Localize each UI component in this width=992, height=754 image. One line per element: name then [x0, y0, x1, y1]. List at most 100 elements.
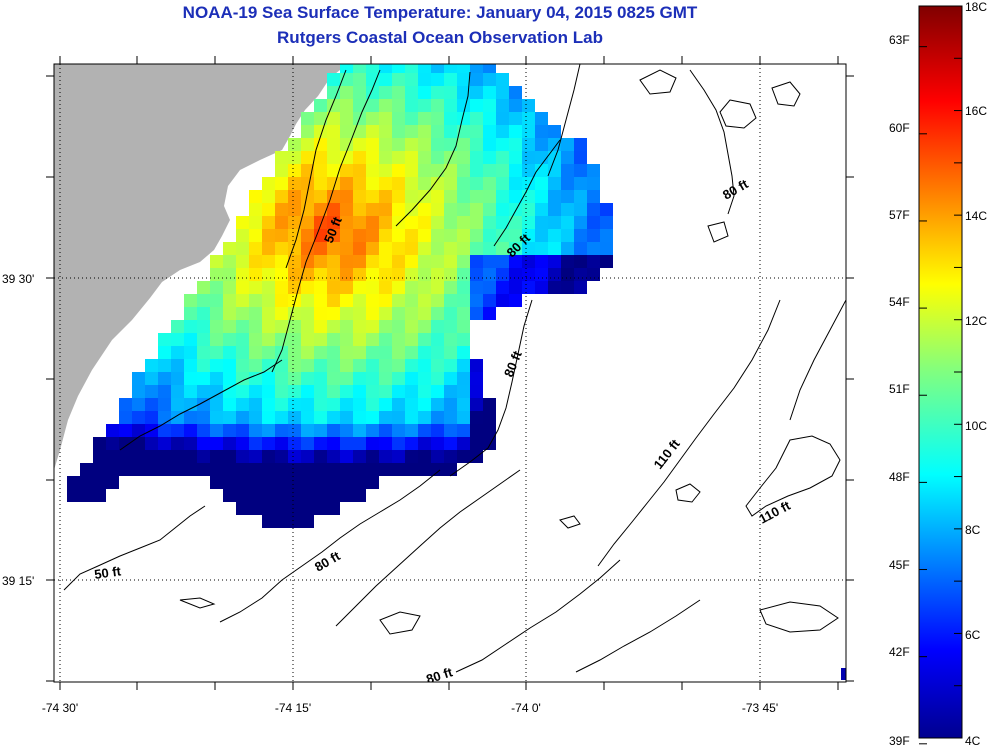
- sst-pixel: [366, 138, 379, 151]
- sst-pixel: [353, 450, 366, 463]
- sst-pixel: [431, 203, 444, 216]
- sst-pixel: [418, 437, 431, 450]
- sst-pixel: [483, 216, 496, 229]
- sst-pixel: [444, 346, 457, 359]
- sst-pixel: [509, 229, 522, 242]
- sst-pixel: [288, 333, 301, 346]
- sst-pixel: [184, 463, 197, 476]
- sst-pixel: [353, 242, 366, 255]
- sst-pixel: [262, 489, 275, 502]
- sst-pixel: [327, 346, 340, 359]
- sst-pixel: [574, 190, 587, 203]
- sst-pixel: [379, 333, 392, 346]
- sst-pixel: [314, 164, 327, 177]
- plot-frame: [53, 63, 847, 683]
- sst-pixel: [80, 463, 93, 476]
- sst-pixel: [223, 463, 236, 476]
- sst-pixel: [236, 372, 249, 385]
- sst-pixel: [483, 242, 496, 255]
- sst-pixel: [106, 424, 119, 437]
- sst-pixel: [145, 385, 158, 398]
- sst-pixel: [262, 307, 275, 320]
- sst-pixel: [405, 177, 418, 190]
- sst-pixel: [431, 229, 444, 242]
- sst-pixel: [587, 255, 600, 268]
- sst-pixel: [483, 398, 496, 411]
- sst-pixel: [340, 346, 353, 359]
- sst-pixel: [470, 242, 483, 255]
- sst-pixel: [431, 138, 444, 151]
- sst-pixel: [223, 424, 236, 437]
- sst-pixel: [457, 86, 470, 99]
- sst-pixel: [444, 307, 457, 320]
- sst-pixel: [574, 164, 587, 177]
- sst-pixel: [301, 476, 314, 489]
- sst-pixel: [509, 138, 522, 151]
- sst-pixel: [457, 346, 470, 359]
- sst-pixel: [379, 216, 392, 229]
- sst-pixel: [275, 411, 288, 424]
- sst-pixel: [340, 320, 353, 333]
- sst-pixel: [197, 333, 210, 346]
- sst-pixel: [301, 385, 314, 398]
- sst-pixel: [353, 151, 366, 164]
- sst-pixel: [444, 177, 457, 190]
- sst-pixel: [223, 372, 236, 385]
- sst-pixel: [431, 307, 444, 320]
- sst-pixel: [171, 424, 184, 437]
- sst-pixel: [184, 437, 197, 450]
- sst-pixel: [262, 411, 275, 424]
- sst-pixel: [483, 125, 496, 138]
- sst-pixel: [431, 450, 444, 463]
- sst-pixel: [327, 216, 340, 229]
- sst-pixel: [431, 151, 444, 164]
- sst-pixel: [405, 64, 418, 73]
- sst-pixel: [509, 203, 522, 216]
- sst-pixel: [327, 229, 340, 242]
- sst-pixel: [470, 372, 483, 385]
- sst-pixel: [340, 242, 353, 255]
- sst-pixel: [262, 359, 275, 372]
- sst-pixel: [340, 216, 353, 229]
- sst-pixel: [275, 450, 288, 463]
- sst-pixel: [457, 255, 470, 268]
- sst-pixel: [67, 489, 80, 502]
- sst-pixel: [301, 281, 314, 294]
- sst-pixel: [496, 99, 509, 112]
- fahrenheit-label: 54F: [889, 295, 910, 309]
- sst-pixel: [327, 307, 340, 320]
- sst-pixel: [366, 164, 379, 177]
- sst-pixel: [132, 450, 145, 463]
- sst-pixel: [483, 73, 496, 86]
- sst-pixel: [444, 190, 457, 203]
- sst-pixel: [314, 333, 327, 346]
- sst-pixel: [288, 268, 301, 281]
- sst-pixel: [457, 164, 470, 177]
- sst-pixel: [236, 281, 249, 294]
- sst-pixel: [340, 190, 353, 203]
- sst-pixel: [457, 320, 470, 333]
- sst-pixel: [340, 86, 353, 99]
- sst-pixel: [418, 385, 431, 398]
- sst-pixel: [262, 385, 275, 398]
- sst-pixel: [470, 125, 483, 138]
- sst-pixel: [561, 151, 574, 164]
- sst-pixel: [405, 164, 418, 177]
- sst-pixel: [119, 463, 132, 476]
- sst-pixel: [288, 177, 301, 190]
- sst-pixel: [353, 489, 366, 502]
- sst-pixel: [509, 190, 522, 203]
- sst-pixel: [379, 359, 392, 372]
- sst-pixel: [444, 333, 457, 346]
- sst-pixel: [366, 320, 379, 333]
- sst-pixel: [171, 463, 184, 476]
- sst-pixel: [444, 398, 457, 411]
- sst-pixel: [379, 294, 392, 307]
- sst-pixel: [197, 320, 210, 333]
- lon-label: -73 45': [742, 701, 778, 715]
- sst-pixel: [353, 203, 366, 216]
- sst-pixel: [275, 463, 288, 476]
- sst-pixel: [457, 294, 470, 307]
- sst-pixel: [470, 398, 483, 411]
- sst-pixel: [574, 281, 587, 294]
